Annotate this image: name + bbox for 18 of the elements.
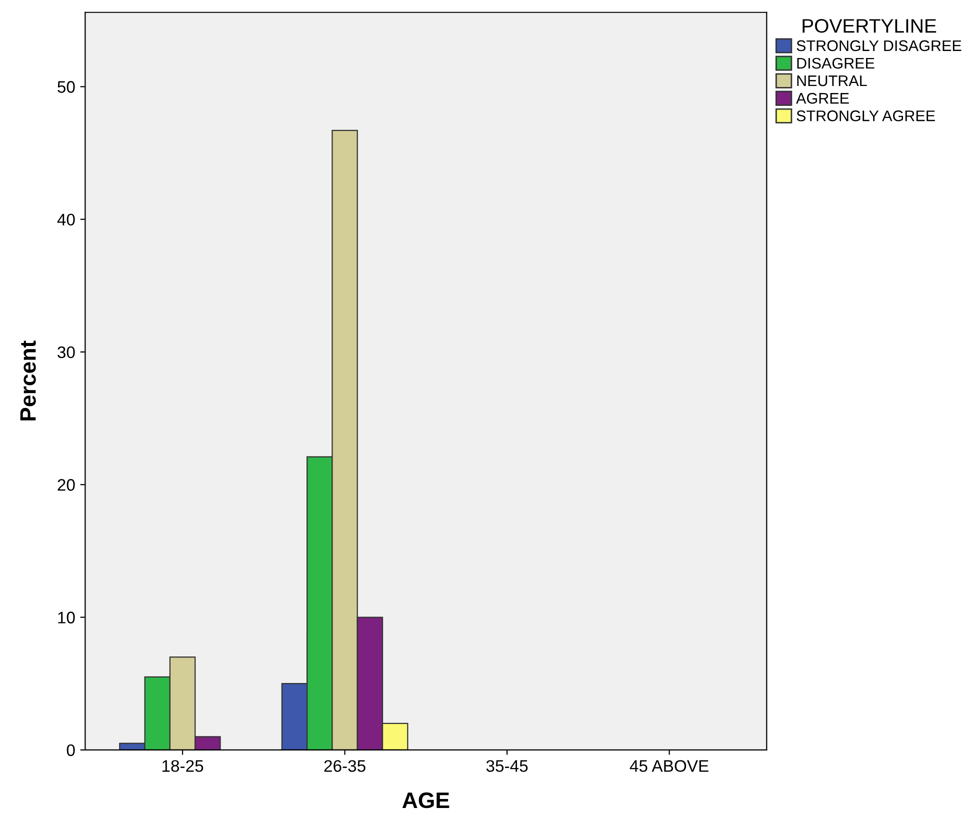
y-tick-label: 40 <box>57 214 75 226</box>
x-tick-label: 35-45 <box>486 760 528 772</box>
legend-label: STRONGLY DISAGREE <box>796 40 962 52</box>
legend-label: AGREE <box>796 92 849 104</box>
legend-label: NEUTRAL <box>797 76 867 86</box>
x-tick-label: 45 ABOVE <box>630 760 708 772</box>
legend-label: DISAGREE <box>797 58 874 69</box>
x-tick-label: 18-25 <box>162 760 204 772</box>
legend-title: POVERTYLINE <box>802 19 936 33</box>
y-tick-label: 50 <box>58 81 75 93</box>
legend-label: STRONGLY AGREE <box>796 110 935 122</box>
y-tick-label: 10 <box>58 612 75 624</box>
x-axis-title: AGE <box>402 792 450 808</box>
y-axis-title: Percent <box>20 340 36 420</box>
y-tick-label: 0 <box>66 744 75 756</box>
y-tick-label: 20 <box>58 479 75 491</box>
y-tick-label: 30 <box>58 346 75 358</box>
x-tick-label: 26-35 <box>324 760 366 772</box>
